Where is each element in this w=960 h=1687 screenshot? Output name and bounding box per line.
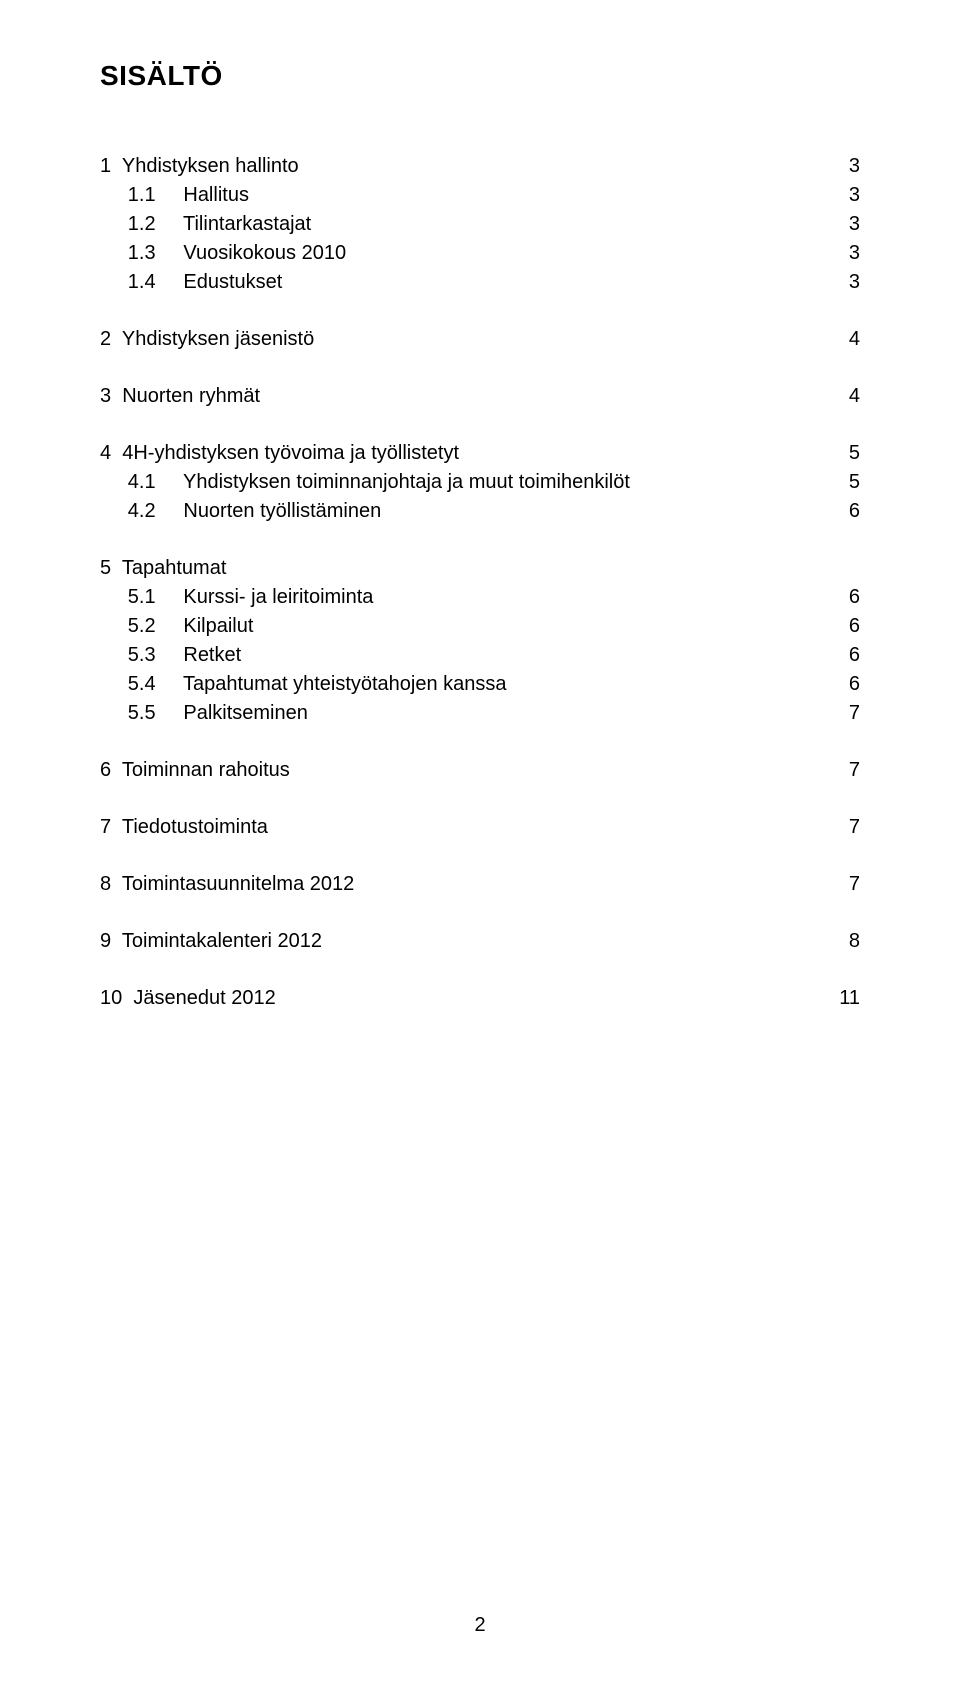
toc-page: 7 xyxy=(849,870,860,899)
toc-label: 10 Jäsenedut 2012 xyxy=(100,984,276,1013)
toc-page: 7 xyxy=(849,699,860,728)
toc-row: 5.2 Kilpailut 6 xyxy=(100,612,860,641)
toc-page: 4 xyxy=(849,325,860,354)
toc-page: 5 xyxy=(849,439,860,468)
toc-row: 4.2 Nuorten työllistäminen 6 xyxy=(100,497,860,526)
toc-page: 4 xyxy=(849,382,860,411)
toc-label: 1 Yhdistyksen hallinto xyxy=(100,152,299,181)
toc-page: 3 xyxy=(849,181,860,210)
toc-page: 6 xyxy=(849,497,860,526)
toc-page: 3 xyxy=(849,152,860,181)
toc-label: 9 Toimintakalenteri 2012 xyxy=(100,927,322,956)
toc-row: 9 Toimintakalenteri 2012 8 xyxy=(100,927,860,956)
toc-page: 6 xyxy=(849,670,860,699)
toc-page: 7 xyxy=(849,756,860,785)
toc-row: 5.1 Kurssi- ja leiritoiminta 6 xyxy=(100,583,860,612)
toc-label: 5.1 Kurssi- ja leiritoiminta xyxy=(100,583,373,612)
page-title: SISÄLTÖ xyxy=(100,60,860,92)
toc-section: 4 4H-yhdistyksen työvoima ja työllistety… xyxy=(100,439,860,526)
toc-label: 4.1 Yhdistyksen toiminnanjohtaja ja muut… xyxy=(100,468,630,497)
toc-page: 6 xyxy=(849,583,860,612)
toc-section: 3 Nuorten ryhmät 4 xyxy=(100,382,860,411)
toc-row: 2 Yhdistyksen jäsenistö 4 xyxy=(100,325,860,354)
toc-row: 1.2 Tilintarkastajat 3 xyxy=(100,210,860,239)
toc-row: 1.4 Edustukset 3 xyxy=(100,268,860,297)
toc-label: 5.4 Tapahtumat yhteistyötahojen kanssa xyxy=(100,670,507,699)
toc-section: 5 Tapahtumat 5.1 Kurssi- ja leiritoimint… xyxy=(100,554,860,728)
toc-row: 4.1 Yhdistyksen toiminnanjohtaja ja muut… xyxy=(100,468,860,497)
page-number: 2 xyxy=(0,1614,960,1637)
toc-label: 5.2 Kilpailut xyxy=(100,612,253,641)
toc-row: 5.4 Tapahtumat yhteistyötahojen kanssa 6 xyxy=(100,670,860,699)
toc-section: 10 Jäsenedut 2012 11 xyxy=(100,984,860,1013)
toc-page: 6 xyxy=(849,641,860,670)
toc-label: 8 Toimintasuunnitelma 2012 xyxy=(100,870,354,899)
toc-label: 4 4H-yhdistyksen työvoima ja työllistety… xyxy=(100,439,459,468)
toc-label: 1.2 Tilintarkastajat xyxy=(100,210,311,239)
toc-page: 6 xyxy=(849,612,860,641)
toc-page: 5 xyxy=(849,468,860,497)
toc-row: 3 Nuorten ryhmät 4 xyxy=(100,382,860,411)
toc-row: 5.3 Retket 6 xyxy=(100,641,860,670)
toc-label: 6 Toiminnan rahoitus xyxy=(100,756,290,785)
toc-label: 4.2 Nuorten työllistäminen xyxy=(100,497,381,526)
toc-page: 3 xyxy=(849,239,860,268)
toc-row: 4 4H-yhdistyksen työvoima ja työllistety… xyxy=(100,439,860,468)
toc-page: 8 xyxy=(849,927,860,956)
toc-section: 8 Toimintasuunnitelma 2012 7 xyxy=(100,870,860,899)
toc-section: 9 Toimintakalenteri 2012 8 xyxy=(100,927,860,956)
toc-label: 5 Tapahtumat xyxy=(100,554,226,583)
toc-label: 1.1 Hallitus xyxy=(100,181,249,210)
toc-row: 1.1 Hallitus 3 xyxy=(100,181,860,210)
toc-label: 5.3 Retket xyxy=(100,641,241,670)
toc-row: 7 Tiedotustoiminta 7 xyxy=(100,813,860,842)
toc-row: 10 Jäsenedut 2012 11 xyxy=(100,984,860,1013)
toc-label: 3 Nuorten ryhmät xyxy=(100,382,260,411)
toc-section: 7 Tiedotustoiminta 7 xyxy=(100,813,860,842)
toc-page: 3 xyxy=(849,268,860,297)
document-page: SISÄLTÖ 1 Yhdistyksen hallinto 3 1.1 Hal… xyxy=(0,0,960,1687)
toc-label: 1.4 Edustukset xyxy=(100,268,282,297)
toc-row: 1.3 Vuosikokous 2010 3 xyxy=(100,239,860,268)
toc-row: 5.5 Palkitseminen 7 xyxy=(100,699,860,728)
toc-page: 3 xyxy=(849,210,860,239)
toc-label: 7 Tiedotustoiminta xyxy=(100,813,268,842)
toc-label: 2 Yhdistyksen jäsenistö xyxy=(100,325,314,354)
toc-row: 6 Toiminnan rahoitus 7 xyxy=(100,756,860,785)
toc-row: 1 Yhdistyksen hallinto 3 xyxy=(100,152,860,181)
toc-page: 11 xyxy=(839,984,860,1013)
toc-section: 6 Toiminnan rahoitus 7 xyxy=(100,756,860,785)
toc-page: 7 xyxy=(849,813,860,842)
toc-label: 1.3 Vuosikokous 2010 xyxy=(100,239,346,268)
toc-row: 5 Tapahtumat xyxy=(100,554,860,583)
toc-section: 2 Yhdistyksen jäsenistö 4 xyxy=(100,325,860,354)
toc-label: 5.5 Palkitseminen xyxy=(100,699,308,728)
toc-section: 1 Yhdistyksen hallinto 3 1.1 Hallitus 3 … xyxy=(100,152,860,297)
toc-row: 8 Toimintasuunnitelma 2012 7 xyxy=(100,870,860,899)
